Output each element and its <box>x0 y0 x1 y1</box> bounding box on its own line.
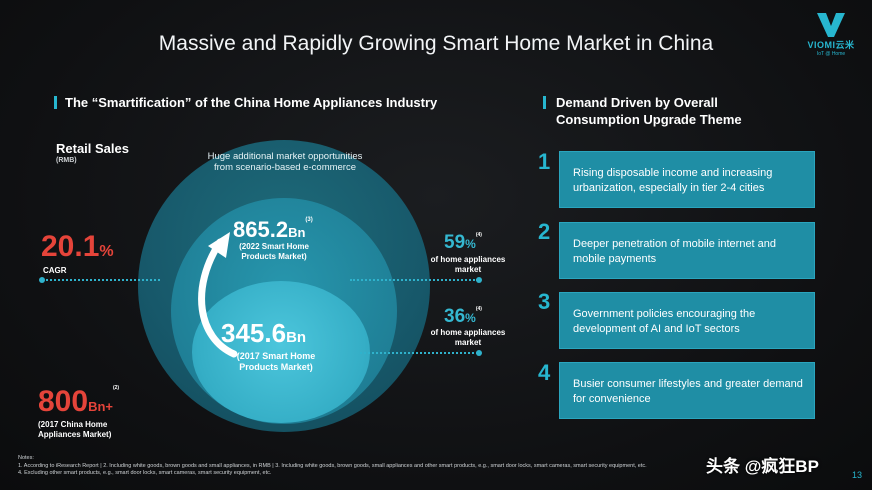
total-market-unit: Bn+ <box>88 399 113 414</box>
share-2017-label: of home appliances market <box>430 328 506 347</box>
share-2022-connector-line <box>350 279 478 281</box>
cagr-connector-line <box>42 279 160 281</box>
left-section-heading: The “Smartification” of the China Home A… <box>65 95 438 110</box>
value-2022-unit: Bn <box>288 225 306 240</box>
right-section-heading: Demand Driven by Overall Consumption Upg… <box>556 95 742 127</box>
value-2017-smart: 345.6Bn <box>221 318 306 349</box>
share-2017: 36%(4) <box>444 306 482 328</box>
demand-card-1-text: Rising disposable income and increasing … <box>573 167 773 194</box>
value-2022-footnote: (3) <box>305 217 313 223</box>
share-2017-connector-dot <box>476 350 482 356</box>
item-1-number: 1 <box>538 149 551 174</box>
cagr-value: 20.1% <box>41 230 114 264</box>
total-market-footnote: (2) <box>112 385 120 391</box>
total-market-label: (2017 China Home Appliances Market) <box>38 420 112 439</box>
growth-arrow-icon <box>198 232 238 358</box>
right-heading-bar <box>543 96 546 109</box>
logo-brand: VIOMI云米 <box>807 40 855 50</box>
page-number: 13 <box>852 470 863 480</box>
share-2017-footnote: (4) <box>475 306 482 312</box>
item-2-number: 2 <box>538 219 551 244</box>
retail-sales-label: Retail Sales <box>56 141 129 156</box>
value-2022-number: 865.2 <box>233 217 289 242</box>
item-3-number: 3 <box>538 289 551 314</box>
left-heading-bar <box>54 96 57 109</box>
demand-card-3: Government policies encouraging the deve… <box>559 292 815 349</box>
notes-line-2: 4. Excluding other smart products, e.g.,… <box>18 470 272 476</box>
share-2022-percent: % <box>465 237 476 251</box>
cagr-connector-dot <box>39 277 45 283</box>
demand-card-2: Deeper penetration of mobile internet an… <box>559 222 815 279</box>
share-2022-number: 59 <box>444 232 466 253</box>
share-2017-connector-line <box>360 352 478 354</box>
demand-card-3-text: Government policies encouraging the deve… <box>573 308 756 335</box>
notes-heading: Notes: <box>18 455 34 461</box>
huge-additional-text: Huge additional market opportunities fro… <box>207 151 363 173</box>
notes-line-1: 1. According to iResearch Report | 2. In… <box>18 463 647 469</box>
share-2017-percent: % <box>465 311 476 325</box>
cagr-percent: % <box>99 243 114 260</box>
share-2017-number: 36 <box>444 306 466 327</box>
smart-home-2017-circle <box>192 281 370 423</box>
share-2022-footnote: (4) <box>475 232 482 238</box>
demand-card-1: Rising disposable income and increasing … <box>559 151 815 208</box>
item-4-number: 4 <box>538 360 551 385</box>
share-2022-connector-dot <box>476 277 482 283</box>
demand-card-4-text: Busier consumer lifestyles and greater d… <box>573 378 803 405</box>
logo-tagline: IoT @ Home <box>816 51 846 57</box>
total-market-value: 800Bn+ (2) <box>38 385 119 419</box>
viomi-v-icon <box>817 13 845 37</box>
label-2017-smart: (2017 Smart Home Products Market) <box>236 351 316 372</box>
value-2017-smart-unit: Bn <box>286 329 307 346</box>
total-market-number: 800 <box>38 385 89 418</box>
cagr-number: 20.1 <box>41 230 100 263</box>
watermark: 头条 @疯狂BP <box>706 457 819 476</box>
share-2022: 59%(4) <box>444 232 482 254</box>
cagr-label: CAGR <box>43 266 67 275</box>
demand-card-4: Busier consumer lifestyles and greater d… <box>559 362 815 419</box>
viomi-logo: VIOMI云米 IoT @ Home <box>806 12 856 64</box>
value-2017-smart-number: 345.6 <box>221 318 287 348</box>
rmb-label: (RMB) <box>56 157 77 164</box>
value-2022: 865.2Bn (3) <box>233 217 313 243</box>
label-2022: (2022 Smart Home Products Market) <box>239 242 309 261</box>
share-2022-label: of home appliances market <box>430 255 506 274</box>
demand-card-2-text: Deeper penetration of mobile internet an… <box>573 238 777 265</box>
slide-title: Massive and Rapidly Growing Smart Home M… <box>158 32 714 55</box>
